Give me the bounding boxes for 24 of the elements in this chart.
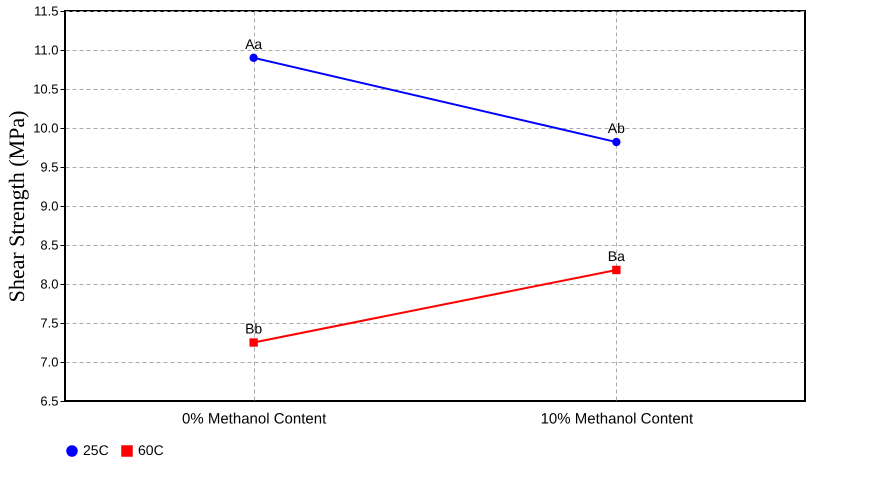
y-tick-label: 8.5 [40,238,58,252]
y-tick-label: 6.5 [40,394,58,408]
y-tick-label: 11.0 [34,42,58,58]
y-tick-label: 9.5 [40,160,58,174]
annotation: Bb [245,320,262,336]
y-tick-label: 9.0 [40,198,58,214]
y-tick-label: 8.0 [40,276,58,292]
legend-label: 60C [138,442,164,458]
y-tick-label: 11.5 [34,4,58,18]
annotation: Ab [608,120,626,136]
x-tick-label: 0% Methanol Content [182,410,328,428]
annotation: Aa [245,36,262,52]
legend-label: 25C [83,442,109,458]
annotation: Ba [608,248,626,264]
y-tick-label: 10.5 [33,82,58,96]
x-tick-label: 10% Methanol Content [540,410,694,428]
point [249,54,258,62]
y-axis-title: Shear Strength (MPa) [4,110,30,302]
y-tick-label: 7.0 [40,354,58,370]
y-tick-label: 7.5 [40,316,58,330]
point [249,338,258,347]
y-tick-label: 10.0 [33,120,58,136]
point [612,266,621,274]
point [612,138,621,146]
